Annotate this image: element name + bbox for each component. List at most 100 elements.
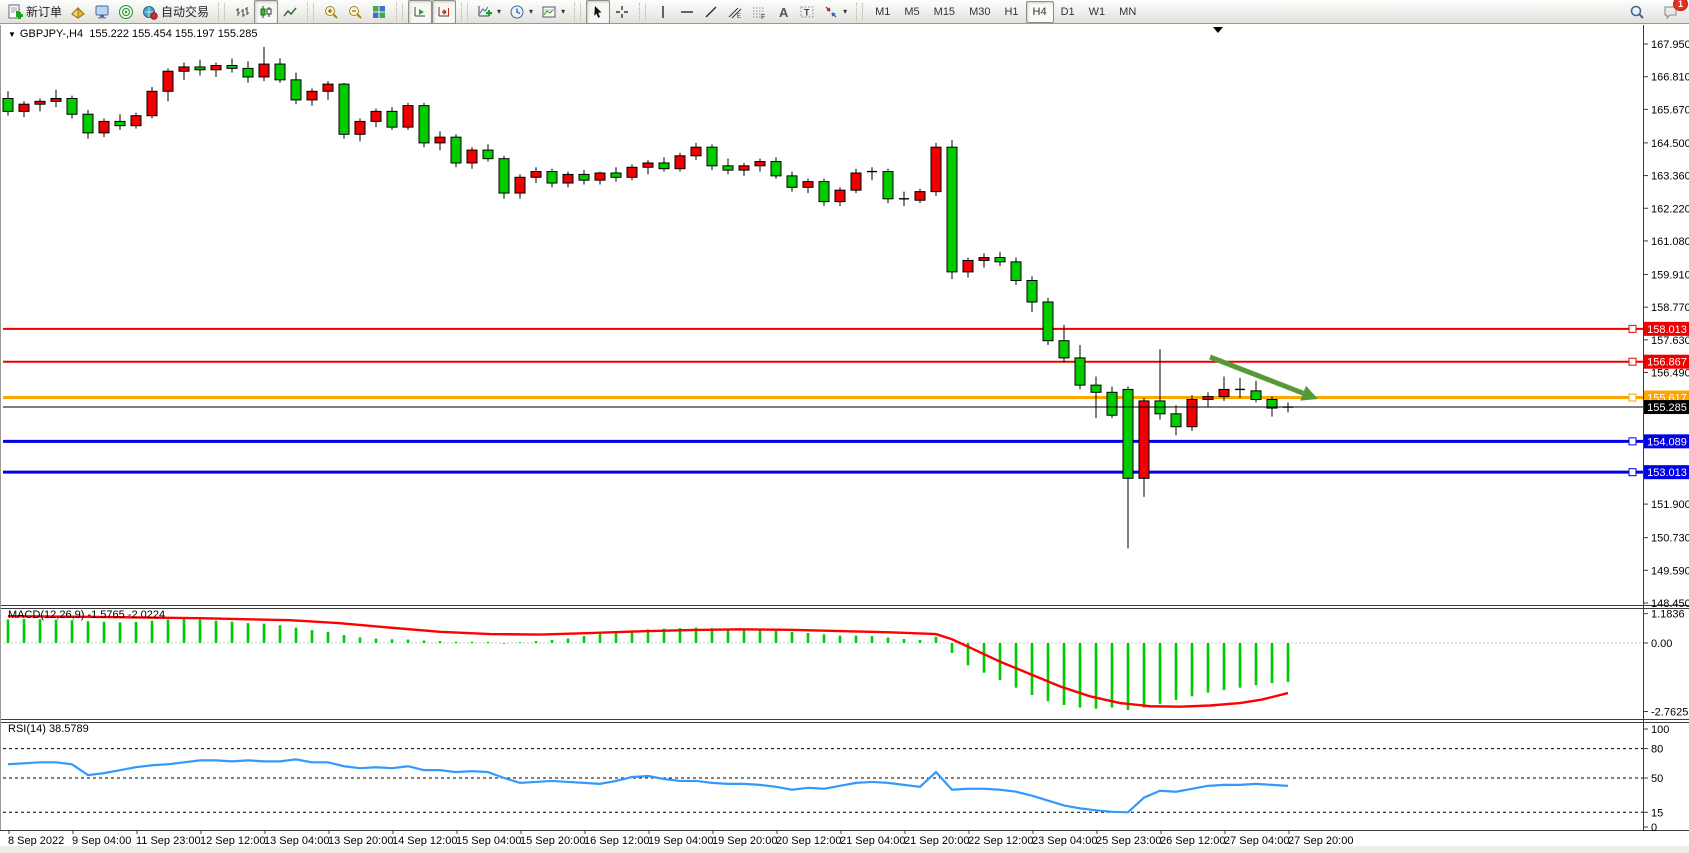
text-button[interactable]: A [771, 0, 795, 24]
time-axis-label: 16 Sep 12:00 [584, 835, 649, 847]
channel-button[interactable]: E [723, 0, 747, 24]
candle [178, 66, 190, 72]
periods-button[interactable]: ▾ [505, 0, 537, 24]
toolbar-separator [218, 2, 226, 21]
candle [610, 172, 622, 178]
chevron-down-icon[interactable]: ▾ [497, 7, 502, 16]
price-axis-tick: 156.490 [1651, 368, 1689, 380]
price-axis-tick: 150.730 [1651, 533, 1689, 545]
crosshair-button[interactable] [610, 0, 634, 24]
chevron-down-icon[interactable]: ▾ [843, 7, 848, 16]
timeframe-mn-button[interactable]: MN [1119, 5, 1137, 18]
rsi-axis-tick: 50 [1651, 773, 1663, 785]
price-badge-label: 155.285 [1647, 402, 1687, 414]
candle [994, 257, 1006, 263]
autotrade-button[interactable]: 自动交易 [138, 0, 213, 24]
candle [18, 103, 30, 112]
time-axis-label: 15 Sep 04:00 [456, 835, 521, 847]
time-axis-label: 20 Sep 12:00 [776, 835, 841, 847]
timeframe-m30-button[interactable]: M30 [969, 5, 991, 18]
candle [162, 70, 174, 92]
candle [338, 83, 350, 135]
price-axis-tick: 161.080 [1651, 236, 1689, 248]
timeframe-m15-button[interactable]: M15 [933, 5, 956, 18]
horizontal-line-button[interactable] [675, 0, 699, 24]
candle [1058, 340, 1070, 359]
toolbar-separator [856, 2, 864, 21]
templates-button[interactable]: ▾ [537, 0, 569, 24]
chart-marker-icon[interactable] [1213, 27, 1223, 33]
candle [658, 162, 670, 170]
price-axis-tick: 148.450 [1651, 598, 1689, 610]
trendline-button[interactable] [699, 0, 723, 24]
candle [818, 181, 830, 203]
candle [978, 257, 990, 261]
arrows-button[interactable]: ▾ [819, 0, 851, 24]
text-label-button[interactable]: T [795, 0, 819, 24]
zoom-out-icon [349, 5, 362, 19]
rsi-indicator-label: RSI(14) 38.5789 [8, 723, 89, 735]
chevron-down-icon[interactable]: ▼ [8, 30, 16, 39]
timeframe-group: M1 M5 M15 M30 H1 H4 D1 W1 MN [865, 0, 1146, 24]
timeframe-h4-button[interactable]: H4 [1025, 0, 1054, 23]
chart-canvas[interactable]: 167.950 166.810 165.670 164.500 163.360 162.2… [0, 24, 1689, 853]
candle [50, 97, 62, 102]
price-badge [1644, 321, 1689, 336]
chart-title[interactable]: ▼ GBPJPY-,H4 155.222 155.454 155.197 155.… [8, 28, 257, 40]
trend-arrow-head[interactable] [1300, 385, 1318, 401]
tile-windows-button[interactable] [367, 0, 391, 24]
search-button[interactable] [1625, 0, 1649, 24]
chart-window[interactable]: 167.950 166.810 165.670 164.500 163.360 162.2… [0, 24, 1689, 853]
indicators-button[interactable]: ▾ [473, 0, 505, 24]
candle [674, 155, 686, 170]
cursor-button[interactable] [586, 0, 611, 24]
timeframe-d1-button[interactable]: D1 [1060, 5, 1075, 18]
time-axis-label: 12 Sep 12:00 [200, 835, 265, 847]
bar-chart-button[interactable] [230, 0, 254, 24]
time-axis-label: 26 Sep 12:00 [1160, 835, 1225, 847]
candle [786, 175, 798, 188]
price-axis-tick: 162.220 [1651, 203, 1689, 215]
price-badge-label: 156.867 [1647, 357, 1687, 369]
auto-scroll-icon [414, 6, 426, 16]
candlestick-button[interactable] [254, 0, 279, 24]
search-icon [1630, 5, 1644, 19]
cursor-icon [594, 5, 602, 18]
notifications-button[interactable]: 1 [1659, 0, 1688, 24]
chart-shift-icon [438, 6, 450, 16]
toolbar-right: 1 [1625, 0, 1688, 24]
chevron-down-icon[interactable]: ▾ [529, 7, 534, 16]
zoom-in-button[interactable] [319, 0, 343, 24]
time-axis-label: 27 Sep 04:00 [1224, 835, 1289, 847]
candle [34, 100, 46, 105]
candle [306, 90, 318, 101]
timeframe-h1-button[interactable]: H1 [1004, 5, 1019, 18]
timeframe-m1-button[interactable]: M1 [875, 5, 891, 18]
rsi-axis-tick: 15 [1651, 807, 1663, 819]
new-order-button[interactable]: 新订单 [3, 0, 66, 24]
chevron-down-icon[interactable]: ▾ [561, 7, 566, 16]
market-watch-button[interactable] [90, 0, 114, 24]
signal-icon [119, 4, 134, 19]
candle [626, 166, 638, 178]
candle [450, 136, 462, 164]
shift-group [405, 0, 459, 24]
trend-arrow[interactable] [1209, 354, 1304, 396]
zoom-out-button[interactable] [343, 0, 367, 24]
timeframe-m5-button[interactable]: M5 [904, 5, 920, 18]
signals-button[interactable] [114, 0, 138, 24]
candle [914, 191, 926, 201]
candle [882, 171, 894, 200]
fibonacci-button[interactable]: F [747, 0, 771, 24]
vertical-line-icon [662, 5, 664, 18]
timeframe-w1-button[interactable]: W1 [1088, 5, 1106, 18]
candle [578, 173, 590, 181]
svg-text:T: T [804, 7, 810, 17]
auto-scroll-button[interactable] [408, 0, 433, 24]
chart-window-button[interactable] [66, 0, 90, 24]
vertical-line-button[interactable] [651, 0, 675, 24]
chart-shift-button[interactable] [432, 0, 457, 24]
candle [754, 161, 766, 167]
monitor-icon [95, 5, 109, 18]
line-chart-button[interactable] [278, 0, 302, 24]
